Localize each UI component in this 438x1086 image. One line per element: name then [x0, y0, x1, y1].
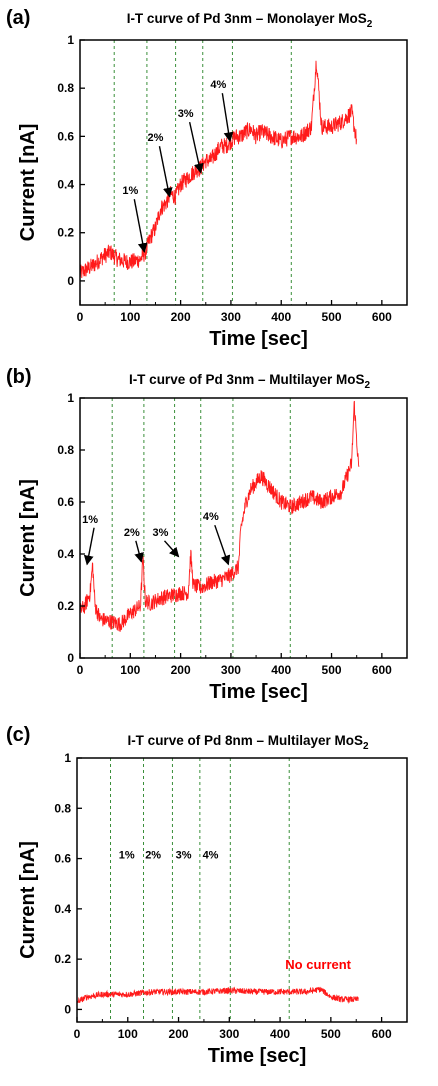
- annotation-arrow: [83, 527, 95, 566]
- annotation-arrow: [158, 146, 173, 198]
- strain-annotation: 3%: [178, 108, 194, 120]
- x-tick-label: 200: [169, 1027, 189, 1041]
- chart-panel-1: (a) I-T curve of Pd 3nm – Monolayer MoS20…: [6, 7, 408, 350]
- x-tick-label: 600: [372, 663, 392, 677]
- chart-panel-2: (b) I-T curve of Pd 3nm – Multilayer MoS2…: [6, 366, 408, 703]
- annotation-arrow: [214, 524, 231, 566]
- x-tick-label: 400: [271, 663, 291, 677]
- x-tick-label: 100: [120, 310, 140, 324]
- y-axis-label: Current [nA]: [17, 841, 39, 959]
- chart-title-subscript: 2: [367, 19, 373, 30]
- y-tick-label: 0.2: [57, 599, 74, 613]
- y-tick-label: 0.4: [57, 178, 74, 192]
- y-tick-label: 1: [67, 391, 74, 405]
- x-tick-label: 0: [77, 310, 84, 324]
- x-tick-label: 600: [372, 1027, 392, 1041]
- x-tick-label: 500: [321, 1027, 341, 1041]
- annotation-arrow: [134, 540, 144, 563]
- x-tick-label: 400: [271, 310, 291, 324]
- plot-frame: [79, 39, 408, 306]
- chart-title-subscript: 2: [364, 380, 370, 391]
- x-tick-label: 100: [118, 1027, 138, 1041]
- strain-annotation: 1%: [119, 850, 135, 862]
- chart-title-subscript: 2: [363, 741, 369, 752]
- y-tick-label: 0.8: [57, 443, 74, 457]
- annotation-arrow: [163, 540, 180, 558]
- series-line: [76, 986, 359, 1005]
- chart-title: I-T curve of Pd 3nm – Multilayer MoS2: [129, 372, 371, 391]
- y-tick-label: 0: [67, 651, 74, 665]
- strain-annotation: 1%: [122, 185, 138, 197]
- y-tick-label: 0.8: [57, 81, 74, 95]
- y-axis-label: Current [nA]: [17, 479, 39, 597]
- strain-annotation: 2%: [148, 132, 164, 144]
- annotation-arrow: [133, 199, 148, 253]
- y-tick-label: 0.4: [54, 902, 71, 916]
- chart-title: I-T curve of Pd 3nm – Monolayer MoS2: [127, 11, 373, 30]
- strain-annotation: 4%: [203, 850, 219, 862]
- x-tick-label: 300: [219, 1027, 239, 1041]
- x-axis-label: Time [sec]: [208, 1045, 307, 1067]
- x-tick-label: 200: [171, 663, 191, 677]
- y-tick-label: 0: [67, 274, 74, 288]
- y-tick-label: 0.2: [54, 952, 71, 966]
- y-tick-label: 0: [64, 1002, 71, 1016]
- x-tick-label: 200: [171, 310, 191, 324]
- x-tick-label: 500: [322, 663, 342, 677]
- y-tick-label: 0.6: [57, 129, 74, 143]
- strain-annotation: 3%: [176, 850, 192, 862]
- y-tick-label: 1: [67, 33, 74, 47]
- panel-tag: (a): [6, 7, 30, 29]
- y-tick-label: 1: [64, 751, 71, 765]
- chart-title: I-T curve of Pd 8nm – Multilayer MoS2: [127, 733, 369, 752]
- chart-panel-3: (c) I-T curve of Pd 8nm – Multilayer MoS2…: [6, 724, 408, 1067]
- x-axis-label: Time [sec]: [209, 328, 308, 350]
- x-tick-label: 400: [270, 1027, 290, 1041]
- annotation-arrow: [188, 121, 204, 174]
- strain-annotation: 4%: [203, 511, 219, 523]
- series-line: [79, 60, 357, 279]
- x-tick-label: 100: [120, 663, 140, 677]
- x-tick-label: 300: [221, 310, 241, 324]
- y-tick-label: 0.6: [54, 852, 71, 866]
- x-tick-label: 600: [372, 310, 392, 324]
- y-tick-label: 0.8: [54, 801, 71, 815]
- chart-title-main: I-T curve of Pd 3nm – Multilayer MoS: [129, 372, 365, 387]
- y-tick-label: 0.4: [57, 547, 74, 561]
- y-axis-label: Current [nA]: [17, 124, 39, 242]
- plot-frame: [76, 757, 408, 1023]
- series-line: [79, 400, 360, 632]
- chart-title-main: I-T curve of Pd 8nm – Multilayer MoS: [127, 733, 363, 748]
- x-tick-label: 500: [322, 310, 342, 324]
- y-tick-label: 0.6: [57, 495, 74, 509]
- strain-annotation: 2%: [124, 527, 140, 539]
- x-axis-label: Time [sec]: [209, 681, 308, 703]
- chart-title-main: I-T curve of Pd 3nm – Monolayer MoS: [127, 11, 367, 26]
- x-tick-label: 0: [77, 663, 84, 677]
- strain-annotation: 1%: [82, 514, 98, 526]
- panel-tag: (c): [6, 724, 30, 746]
- strain-annotation: 3%: [153, 527, 169, 539]
- annotation-arrow: [221, 93, 234, 143]
- x-tick-label: 300: [221, 663, 241, 677]
- x-tick-label: 0: [74, 1027, 81, 1041]
- strain-annotation: 4%: [210, 79, 226, 91]
- no-current-label: No current: [285, 957, 351, 972]
- plot-frame: [79, 397, 408, 659]
- strain-annotation: 2%: [145, 850, 161, 862]
- y-tick-label: 0.2: [57, 226, 74, 240]
- panel-tag: (b): [6, 366, 32, 388]
